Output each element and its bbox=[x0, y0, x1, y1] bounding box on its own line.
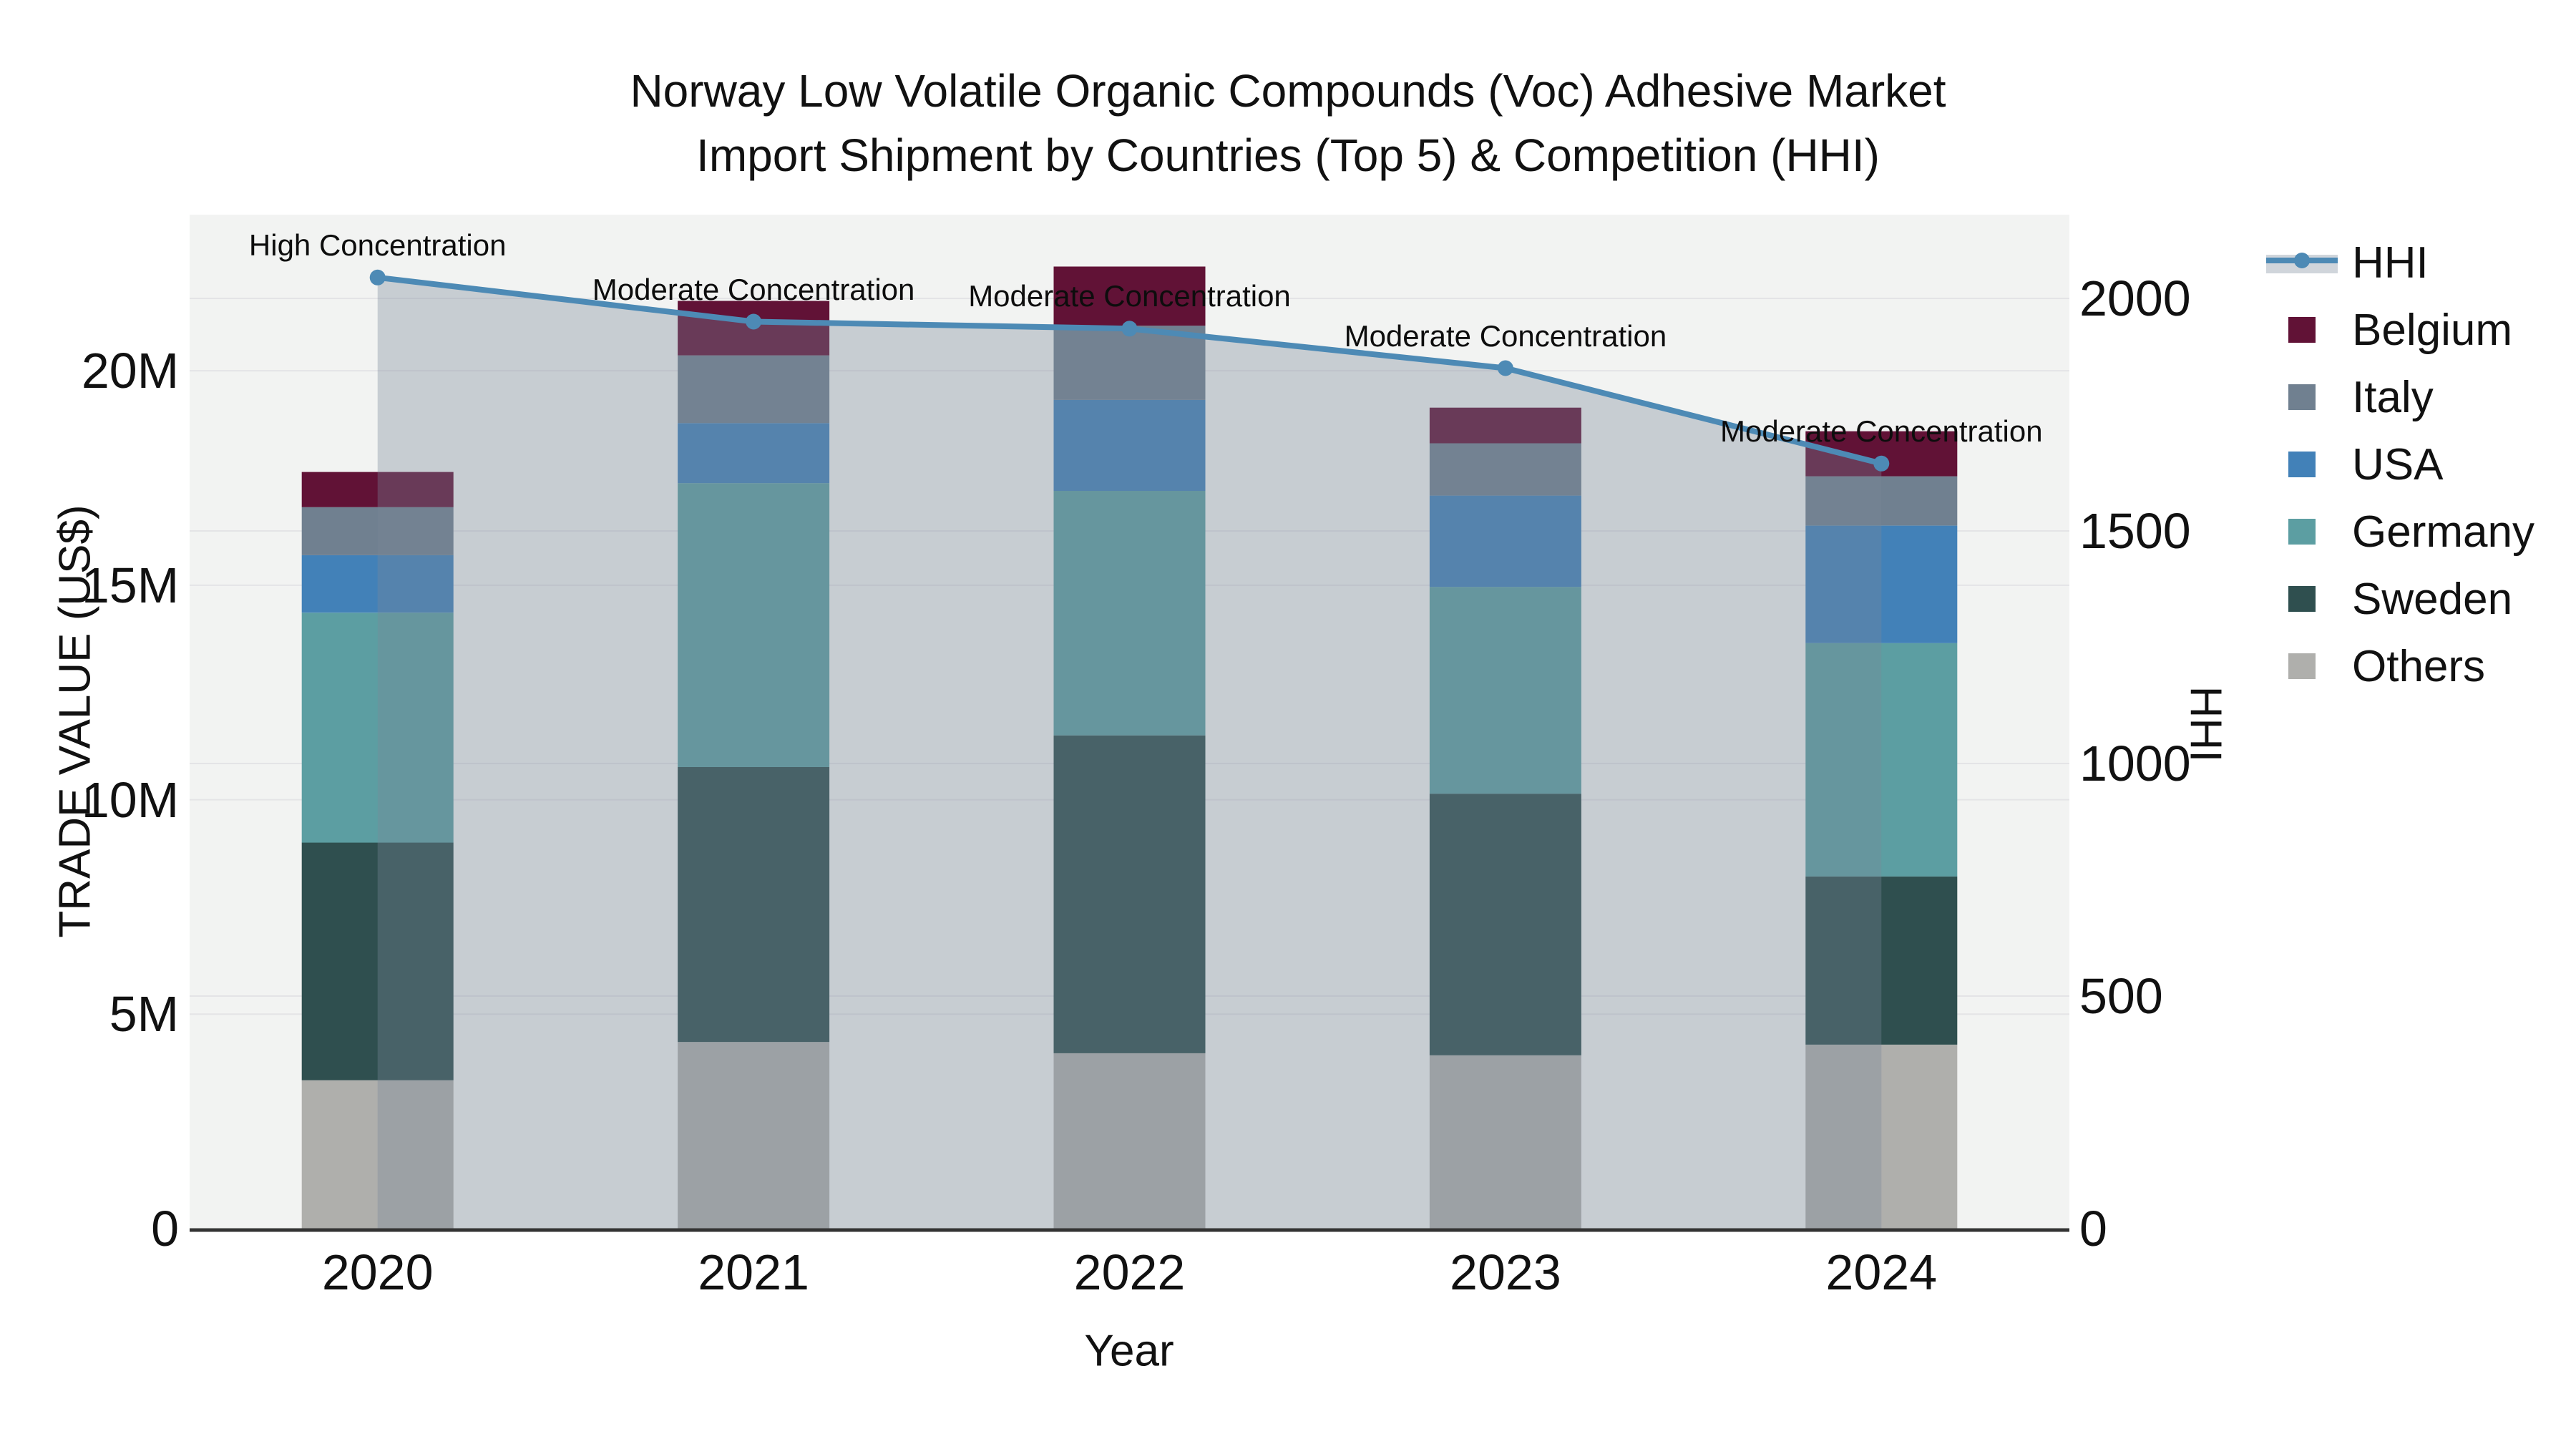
bar-segment-Italy-2020[interactable] bbox=[301, 507, 454, 555]
y-left-tick-0: 0 bbox=[151, 1201, 179, 1257]
others-swatch-icon bbox=[2265, 633, 2339, 700]
bar-segment-Italy-2022[interactable] bbox=[1053, 326, 1206, 400]
bar-segment-Sweden-2020[interactable] bbox=[301, 842, 454, 1080]
x-tick-2023: 2023 bbox=[1450, 1244, 1561, 1300]
bar-segment-Sweden-2021[interactable] bbox=[678, 767, 830, 1043]
y-right-tick-0: 0 bbox=[2079, 1201, 2107, 1257]
chart-title: Norway Low Volatile Organic Compounds (V… bbox=[0, 59, 2576, 187]
legend: HHI Belgium Italy USA Germany bbox=[2265, 229, 2534, 700]
y-right-tick-1000: 1000 bbox=[2079, 736, 2191, 791]
usa-swatch-icon bbox=[2265, 431, 2339, 498]
legend-item-sweden[interactable]: Sweden bbox=[2265, 565, 2534, 633]
y-left-tick-15M: 15M bbox=[81, 557, 179, 613]
hhi-marker-2021[interactable] bbox=[746, 313, 762, 330]
annotation-2022: Moderate Concentration bbox=[968, 279, 1291, 313]
bar-segment-Others-2021[interactable] bbox=[678, 1042, 830, 1229]
bar-segment-Others-2022[interactable] bbox=[1053, 1053, 1206, 1229]
bar-segment-Sweden-2022[interactable] bbox=[1053, 735, 1206, 1053]
bar-segment-Germany-2024[interactable] bbox=[1805, 643, 1958, 877]
bar-segment-USA-2021[interactable] bbox=[678, 423, 830, 484]
y-right-tick-1500: 1500 bbox=[2079, 503, 2191, 559]
y-right-tick-2000: 2000 bbox=[2079, 270, 2191, 326]
legend-item-usa[interactable]: USA bbox=[2265, 431, 2534, 498]
bar-segment-Germany-2023[interactable] bbox=[1429, 587, 1581, 794]
chart-title-line1: Norway Low Volatile Organic Compounds (V… bbox=[630, 65, 1946, 117]
belgium-swatch-icon bbox=[2265, 296, 2339, 364]
x-tick-2021: 2021 bbox=[698, 1244, 809, 1300]
chart-title-line2: Import Shipment by Countries (Top 5) & C… bbox=[696, 130, 1880, 181]
bar-segment-USA-2023[interactable] bbox=[1429, 495, 1581, 587]
bar-segment-USA-2022[interactable] bbox=[1053, 399, 1206, 491]
legend-label-others: Others bbox=[2352, 641, 2486, 691]
bar-segment-Germany-2020[interactable] bbox=[301, 613, 454, 843]
x-tick-2024: 2024 bbox=[1825, 1244, 1938, 1300]
bar-segment-USA-2024[interactable] bbox=[1805, 525, 1958, 643]
legend-item-italy[interactable]: Italy bbox=[2265, 364, 2534, 431]
hhi-legend-symbol-icon bbox=[2265, 229, 2339, 296]
legend-item-hhi[interactable]: HHI bbox=[2265, 229, 2534, 296]
bar-segment-Others-2020[interactable] bbox=[301, 1080, 454, 1229]
legend-label-germany: Germany bbox=[2352, 507, 2534, 557]
y-left-tick-10M: 10M bbox=[81, 771, 179, 828]
legend-label-belgium: Belgium bbox=[2352, 305, 2512, 355]
legend-item-belgium[interactable]: Belgium bbox=[2265, 296, 2534, 364]
y-right-tick-500: 500 bbox=[2079, 968, 2163, 1024]
bar-segment-Others-2024[interactable] bbox=[1805, 1044, 1958, 1229]
hhi-marker-2024[interactable] bbox=[1873, 455, 1890, 472]
legend-label-sweden: Sweden bbox=[2352, 574, 2513, 624]
bar-segment-Belgium-2022[interactable] bbox=[1053, 266, 1206, 326]
annotation-2020: High Concentration bbox=[248, 228, 507, 262]
annotation-2023: Moderate Concentration bbox=[1344, 318, 1667, 353]
y-left-tick-20M: 20M bbox=[81, 343, 179, 399]
y-left-tick-5M: 5M bbox=[109, 986, 179, 1043]
italy-swatch-icon bbox=[2265, 364, 2339, 431]
hhi-marker-2020[interactable] bbox=[369, 269, 386, 286]
germany-swatch-icon bbox=[2265, 498, 2339, 565]
x-tick-2020: 2020 bbox=[321, 1244, 434, 1300]
legend-label-hhi: HHI bbox=[2352, 238, 2429, 288]
bar-segment-Belgium-2023[interactable] bbox=[1429, 407, 1581, 444]
sweden-swatch-icon bbox=[2265, 565, 2339, 633]
annotation-2024: Moderate Concentration bbox=[1719, 414, 2043, 448]
bar-segment-Others-2023[interactable] bbox=[1429, 1055, 1581, 1229]
legend-label-italy: Italy bbox=[2352, 372, 2434, 422]
bar-segment-USA-2020[interactable] bbox=[301, 555, 454, 613]
hhi-marker-2023[interactable] bbox=[1497, 360, 1513, 376]
bar-segment-Sweden-2024[interactable] bbox=[1805, 876, 1958, 1045]
bar-segment-Sweden-2023[interactable] bbox=[1429, 794, 1581, 1055]
legend-label-usa: USA bbox=[2352, 439, 2444, 489]
bar-segment-Germany-2022[interactable] bbox=[1053, 491, 1206, 736]
bar-segment-Italy-2021[interactable] bbox=[678, 355, 830, 424]
hhi-marker-2022[interactable] bbox=[1121, 321, 1138, 337]
bar-segment-Italy-2024[interactable] bbox=[1805, 476, 1958, 526]
hhi-area-fill bbox=[377, 277, 1882, 1229]
legend-item-others[interactable]: Others bbox=[2265, 633, 2534, 700]
bar-segment-Belgium-2020[interactable] bbox=[301, 472, 454, 507]
annotation-2021: Moderate Concentration bbox=[592, 272, 915, 306]
x-axis-title: Year bbox=[1084, 1326, 1174, 1376]
bar-segment-Germany-2021[interactable] bbox=[678, 483, 830, 767]
bar-segment-Italy-2023[interactable] bbox=[1429, 443, 1581, 496]
legend-item-germany[interactable]: Germany bbox=[2265, 498, 2534, 565]
x-tick-2022: 2022 bbox=[1073, 1244, 1186, 1300]
